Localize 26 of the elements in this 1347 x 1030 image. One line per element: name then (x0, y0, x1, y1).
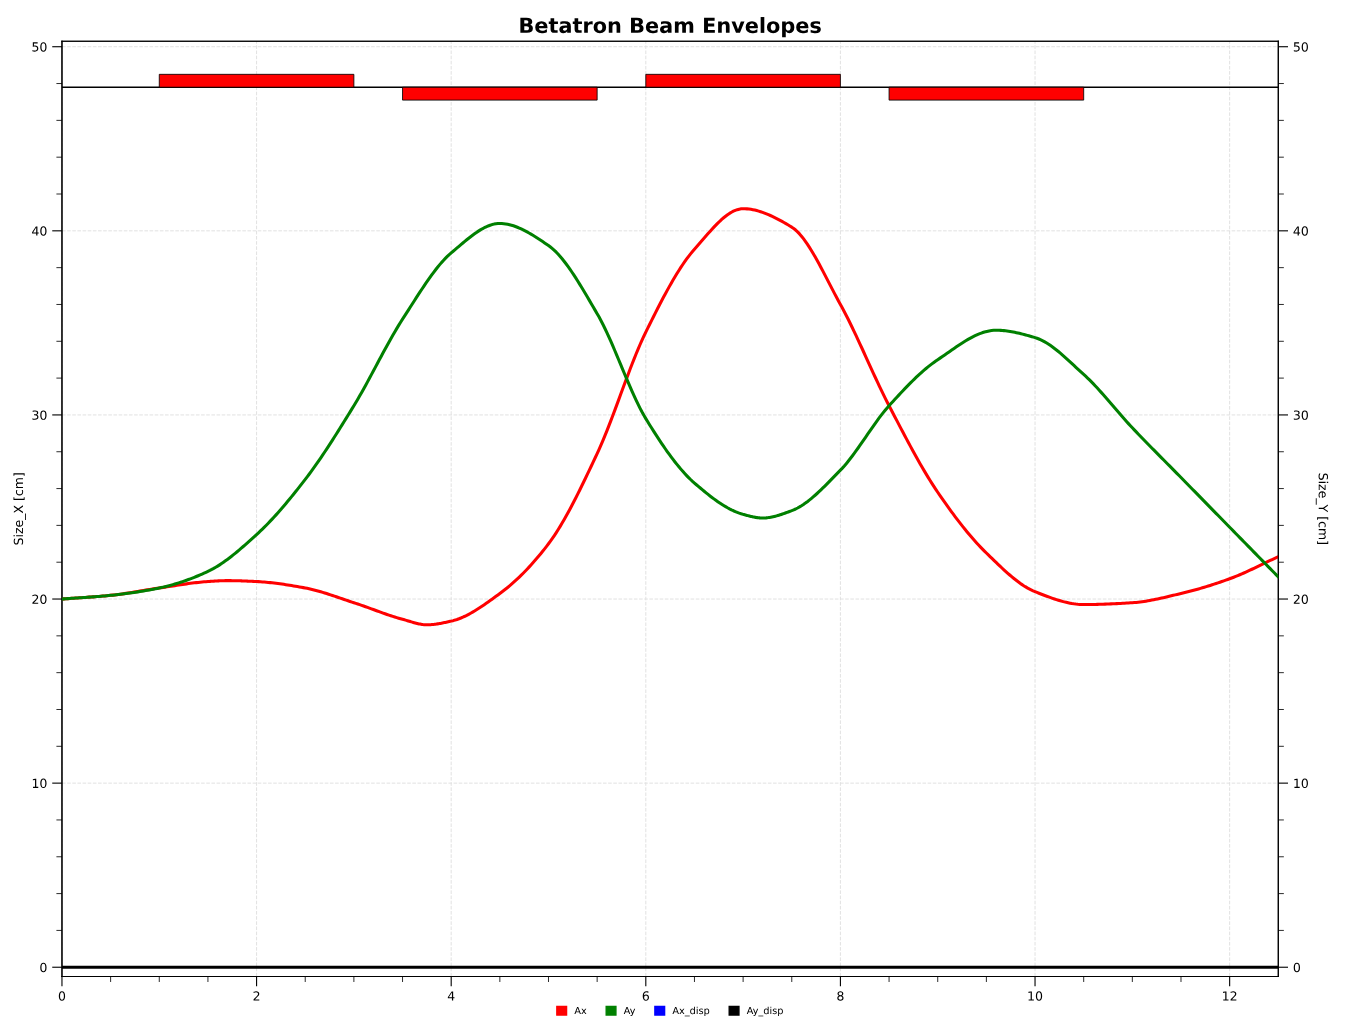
y2-tick-label: 20 (1293, 594, 1308, 604)
y-axis-title: Size_X [cm] (13, 473, 26, 545)
y2-tick-label: 0 (1293, 962, 1301, 973)
y2-tick-label: 10 (1294, 778, 1308, 789)
legend-label: Ay_disp (746, 1006, 783, 1017)
legend-label: Ay (623, 1006, 636, 1017)
x-tick-label: 8 (837, 991, 844, 1001)
y2-tick-label: 50 (1293, 42, 1308, 52)
x-tick-label: 12 (1223, 991, 1237, 1001)
x-tick-label: 6 (642, 991, 649, 1001)
y-tick-label: 50 (32, 42, 47, 52)
y2-tick-label: 30 (1293, 410, 1308, 420)
x-tick-label: 0 (58, 991, 66, 1001)
y-tick-label: 20 (32, 594, 47, 604)
y-tick-label: 0 (40, 962, 47, 973)
x-tick-label: 2 (253, 991, 260, 1001)
y2-tick-label: 40 (1293, 226, 1308, 236)
y-tick-label: 30 (32, 410, 47, 420)
x-tick-label: 4 (447, 991, 455, 1001)
y2-axis-title: Size_Y [cm] (1315, 473, 1329, 544)
x-tick-label: 10 (1028, 991, 1043, 1001)
chart-title: Betatron Beam Envelopes (520, 17, 821, 38)
y-tick-label: 10 (32, 778, 47, 789)
legend-label: Ax_disp (672, 1006, 710, 1017)
legend-label: Ax (574, 1006, 587, 1015)
y-tick-label: 40 (32, 226, 47, 236)
